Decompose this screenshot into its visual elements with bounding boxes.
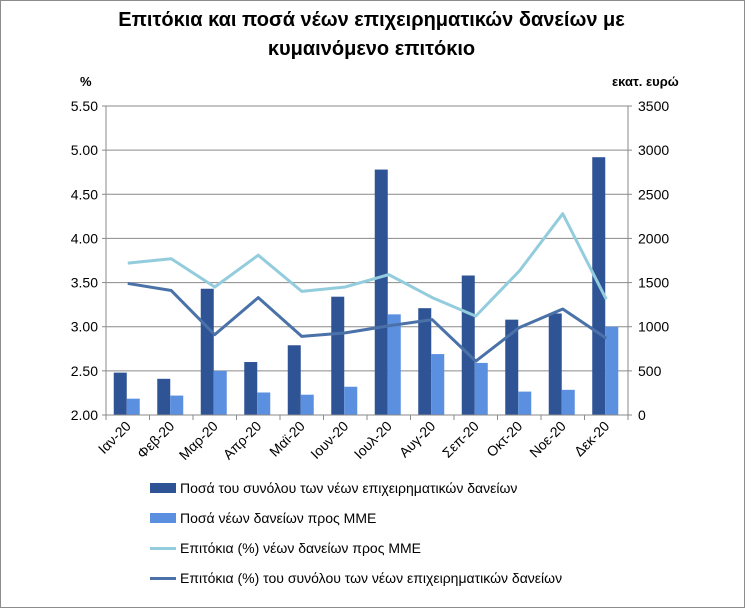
- x-tick-label: Ιουλ-20: [351, 418, 395, 462]
- x-tick-label: Μαϊ-20: [266, 418, 308, 460]
- legend-item-total-amounts: Ποσά του συνόλου των νέων επιχειρηματικώ…: [150, 478, 517, 498]
- legend-label: Ποσά του συνόλου των νέων επιχειρηματικώ…: [180, 480, 518, 496]
- bar-sme-amount: [344, 386, 358, 415]
- x-tick-label: Ιαν-20: [95, 418, 134, 457]
- x-tick-label: Οκτ-20: [483, 418, 525, 460]
- chart-title-line-2: κυμαινόμενο επιτόκιο: [267, 38, 476, 60]
- bar-total-amount: [505, 319, 519, 415]
- x-tick-label: Σεπ-20: [439, 418, 482, 461]
- bar-sme-amount: [474, 362, 488, 415]
- x-tick-label: Νοε-20: [526, 418, 569, 461]
- bar-total-amount: [374, 169, 388, 415]
- axes: [102, 105, 632, 420]
- legend-item-total-rates: Επιτόκια (%) του συνόλου των νέων επιχει…: [150, 568, 562, 588]
- legend-label: Ποσά νέων δανείων προς ΜΜΕ: [180, 510, 377, 526]
- x-tick-label: Αυγ-20: [396, 418, 439, 461]
- x-tick-label: Φεβ-20: [134, 418, 178, 462]
- legend-swatch: [150, 483, 176, 493]
- right-tick-label: 1000: [638, 319, 669, 335]
- bar-total-amount: [331, 296, 345, 415]
- left-tick-label: 3.00: [71, 319, 98, 335]
- left-tick-label: 2.50: [71, 363, 98, 379]
- right-tick-label: 2500: [638, 186, 669, 202]
- bar-sme-amount: [431, 354, 445, 415]
- bar-total-amount: [113, 372, 127, 415]
- line-sme-rate: [127, 212, 608, 318]
- bar-sme-amount: [257, 392, 271, 415]
- x-tick-label: Απρ-20: [220, 418, 265, 463]
- bar-sme-amount: [605, 326, 619, 415]
- bar-sme-amount: [518, 391, 532, 415]
- left-tick-label: 5.50: [71, 98, 98, 114]
- legend-label: Επιτόκια (%) του συνόλου των νέων επιχει…: [180, 570, 563, 586]
- right-tick-label: 0: [638, 407, 646, 423]
- x-tick-label: Δεκ-20: [571, 418, 613, 460]
- legend-swatch: [150, 576, 176, 580]
- left-tick-label: 5.00: [71, 142, 98, 158]
- bar-sme-amount: [300, 394, 314, 415]
- bar-total-amount: [287, 345, 301, 415]
- bar-total-amount: [157, 378, 171, 415]
- bar-total-amount: [461, 275, 475, 415]
- bar-sme-amount: [213, 370, 227, 415]
- right-tick-label: 1500: [638, 275, 669, 291]
- left-tick-label: 3.50: [71, 275, 98, 291]
- chart-title: Επιτόκια και ποσά νέων επιχειρηματικών δ…: [0, 6, 743, 64]
- legend-swatch: [150, 546, 176, 550]
- bar-sme-amount: [126, 398, 140, 415]
- chart-title-line-1: Επιτόκια και ποσά νέων επιχειρηματικών δ…: [118, 9, 625, 31]
- lines: [127, 212, 608, 363]
- bar-sme-amount: [387, 314, 401, 415]
- line-total-rate: [127, 281, 608, 363]
- x-tick-label: Μαρ-20: [176, 418, 221, 463]
- left-tick-label: 2.00: [71, 407, 98, 423]
- bar-sme-amount: [561, 389, 575, 415]
- right-tick-label: 2000: [638, 230, 669, 246]
- legend-item-sme-rates: Επιτόκια (%) νέων δανείων προς ΜΜΕ: [150, 538, 421, 558]
- bar-total-amount: [418, 308, 432, 415]
- right-tick-label: 500: [638, 363, 662, 379]
- bar-total-amount: [244, 362, 258, 415]
- bar-total-amount: [200, 288, 214, 415]
- legend-swatch: [150, 513, 176, 523]
- left-tick-label: 4.00: [71, 230, 98, 246]
- bar-total-amount: [548, 313, 562, 415]
- right-tick-label: 3000: [638, 142, 669, 158]
- bars: [113, 157, 619, 415]
- legend-item-sme-amounts: Ποσά νέων δανείων προς ΜΜΕ: [150, 508, 376, 528]
- x-tick-label: Ιουν-20: [307, 418, 351, 462]
- left-axis-unit: %: [80, 74, 92, 89]
- left-tick-label: 4.50: [71, 186, 98, 202]
- right-axis-unit: εκατ. ευρώ: [612, 74, 679, 89]
- legend-label: Επιτόκια (%) νέων δανείων προς ΜΜΕ: [180, 540, 422, 556]
- bar-sme-amount: [170, 395, 184, 415]
- right-tick-label: 3500: [638, 98, 669, 114]
